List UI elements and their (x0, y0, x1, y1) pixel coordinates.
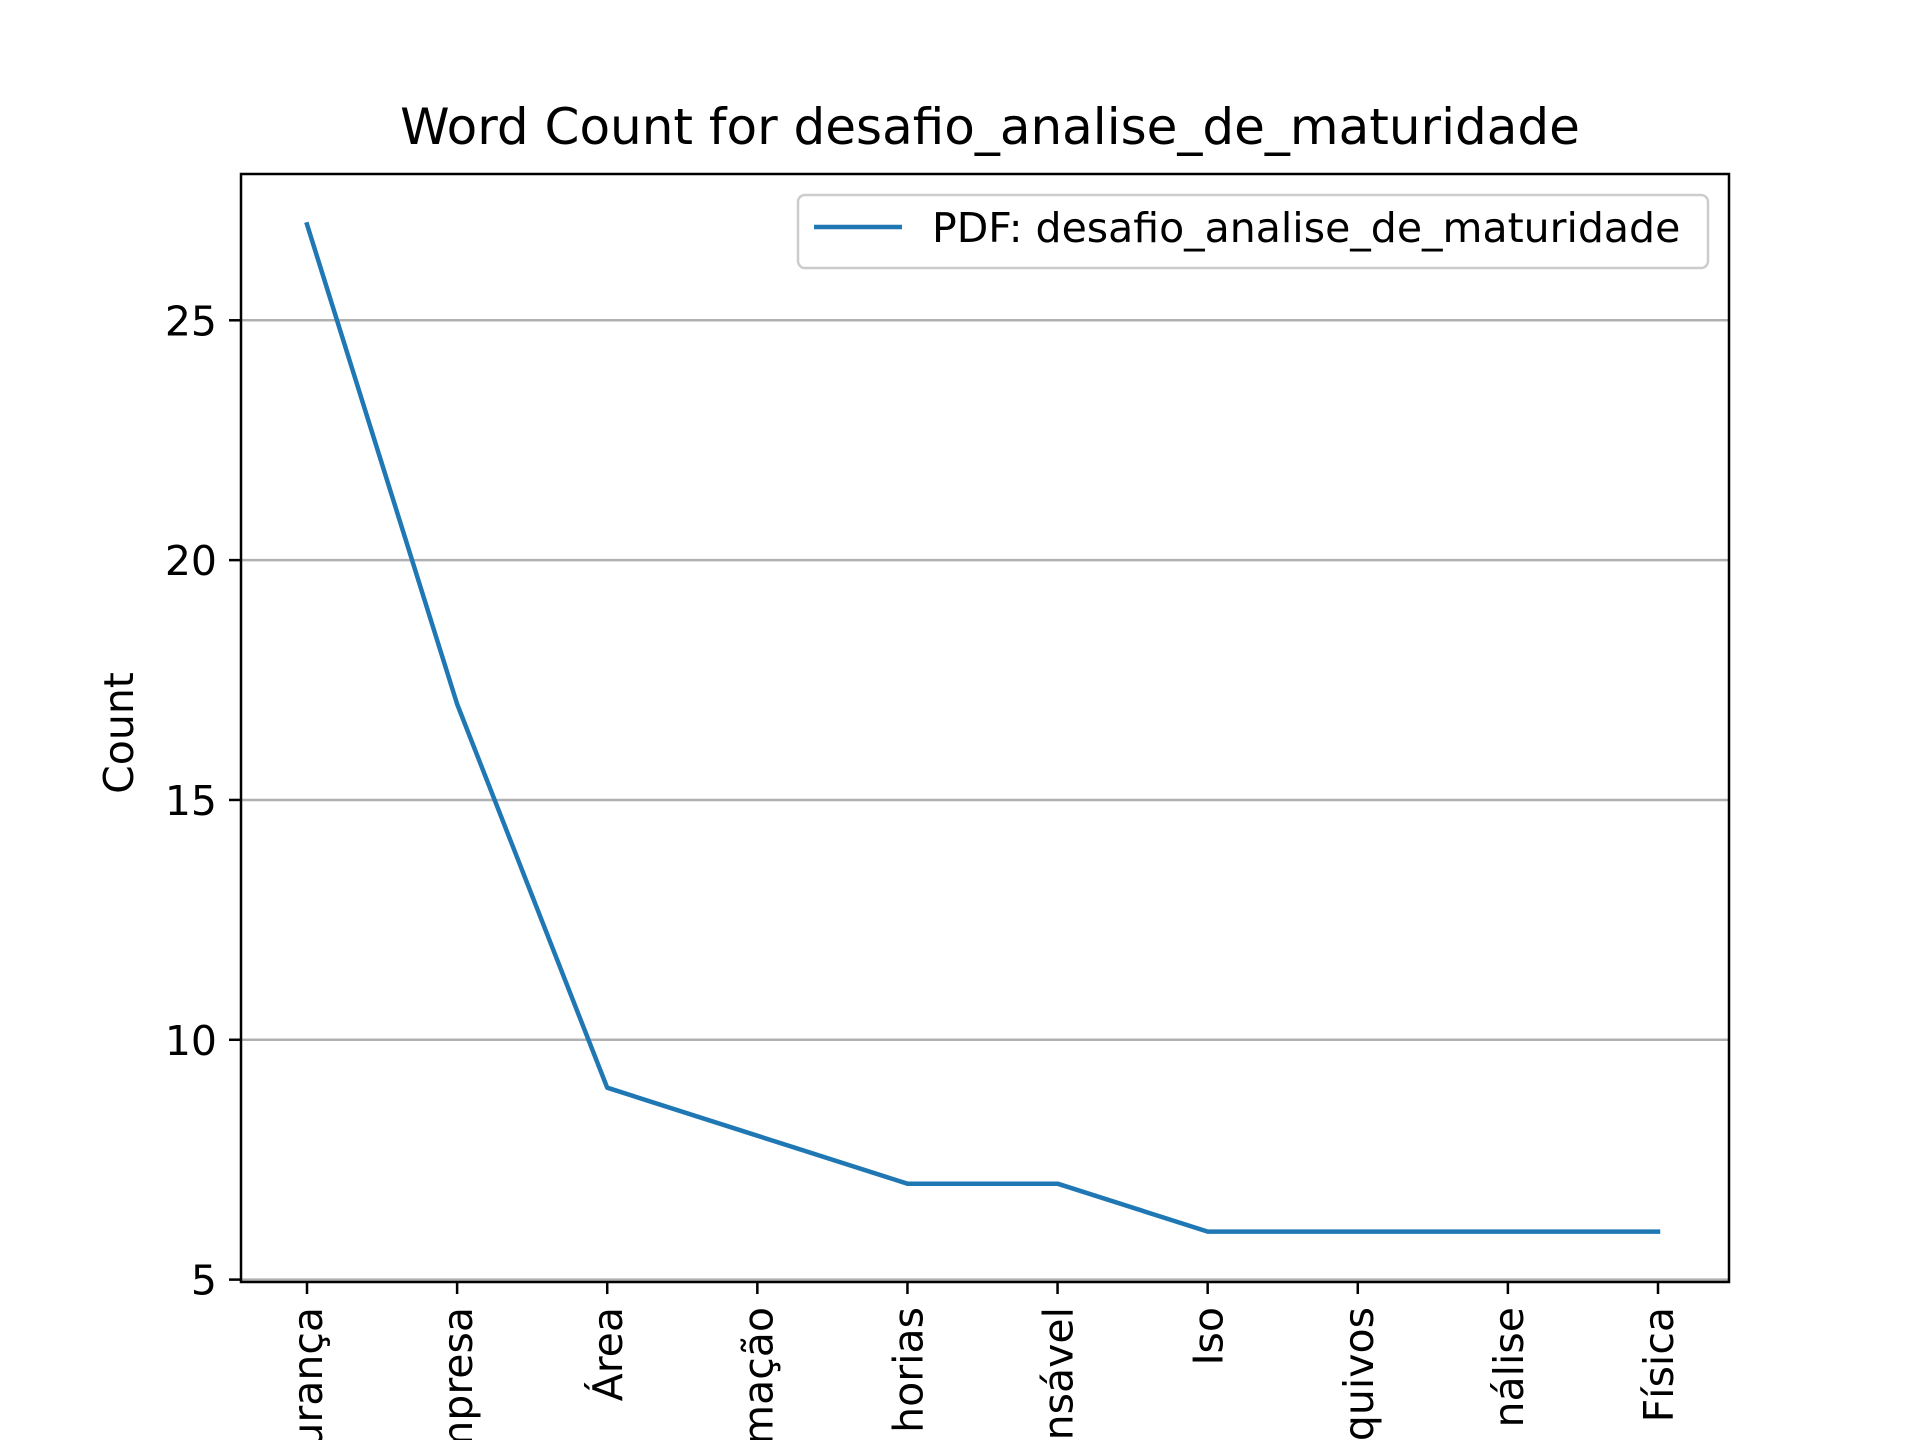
y-axis: 5 10 15 20 25 (165, 297, 241, 1305)
x-tick-label: quivos (1335, 1307, 1383, 1440)
x-tick-label: nsável (1035, 1307, 1083, 1440)
x-tick-label: nálise (1485, 1307, 1533, 1427)
series-line (304, 221, 1661, 1234)
y-tick-label: 15 (165, 777, 217, 825)
y-tick-label: 5 (191, 1257, 217, 1305)
y-tick-label: 10 (165, 1017, 217, 1065)
y-tick-label: 20 (165, 537, 217, 585)
x-tick-label: Área (584, 1307, 632, 1401)
x-axis: urança mpresa Área mação horias nsável Iso quiv… (284, 1282, 1683, 1440)
chart-title: Word Count for desafio_analise_de_maturi… (400, 98, 1580, 156)
legend: PDF: desafio_analise_de_maturidade (796, 193, 1710, 270)
legend-frame (796, 193, 1710, 270)
x-tick-label: Iso (1185, 1307, 1233, 1366)
x-tick-label: horias (884, 1307, 932, 1433)
y-axis-label: Count (95, 672, 143, 794)
x-tick-label: urança (284, 1307, 332, 1440)
grid-lines (241, 319, 1729, 1281)
x-tick-label: mpresa (434, 1307, 482, 1440)
x-tick-label: mação (734, 1307, 782, 1440)
plot-area-frame (239, 172, 1731, 1284)
y-tick-label: 25 (165, 297, 217, 345)
legend-label: PDF: desafio_analise_de_maturidade (932, 204, 1680, 252)
x-tick-label: Física (1635, 1307, 1683, 1422)
